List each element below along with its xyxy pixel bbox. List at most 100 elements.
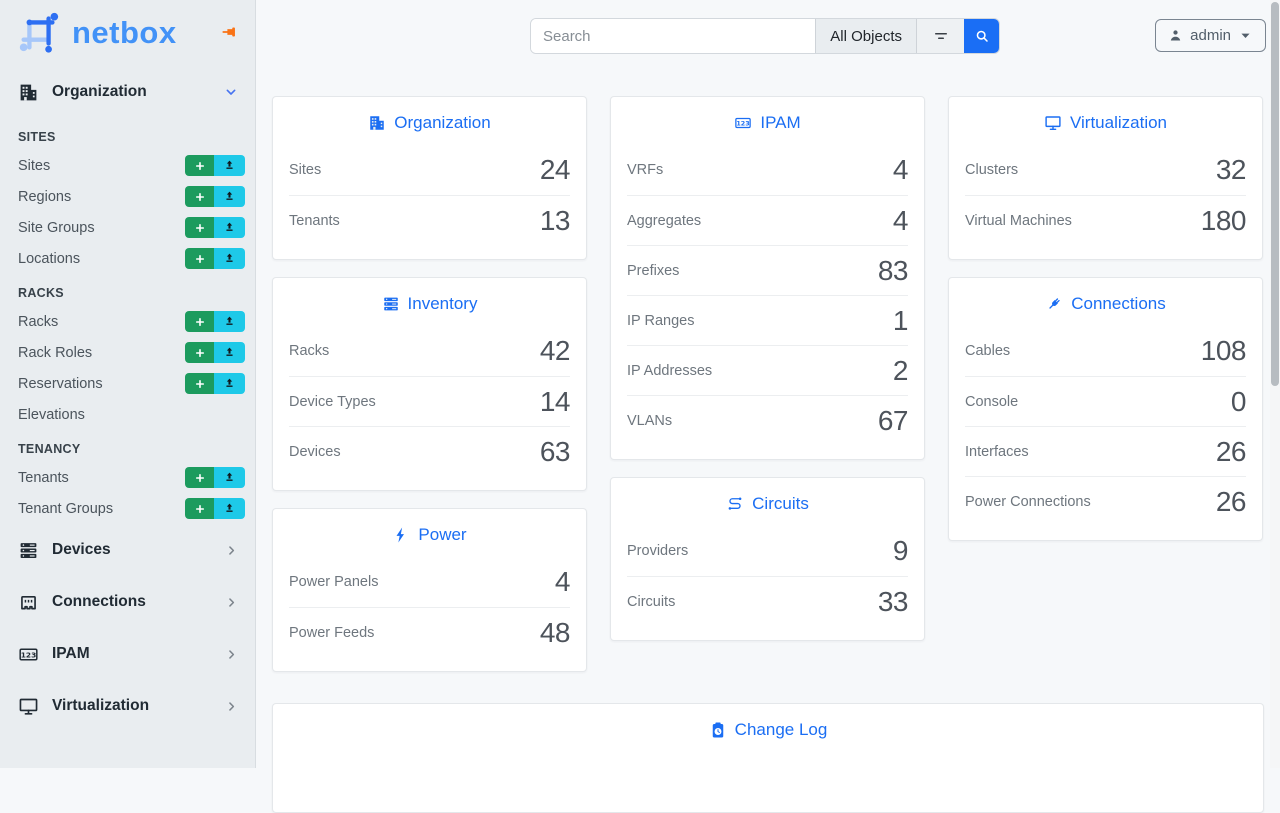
search-filter-button[interactable] — [916, 19, 964, 53]
stat-row-power-connections[interactable]: Power Connections 26 — [965, 476, 1247, 526]
stat-row-power-panels[interactable]: Power Panels 4 — [289, 557, 571, 607]
chevron-right-icon — [224, 543, 239, 558]
add-tenant-groups-button[interactable] — [185, 498, 214, 519]
sidebar-section-header-ipam[interactable]: 123 IPAM — [0, 628, 255, 680]
scrollbar-thumb[interactable] — [1271, 2, 1279, 386]
add-tenants-button[interactable] — [185, 467, 214, 488]
stat-label: IP Addresses — [627, 362, 713, 379]
sidebar-section-header-connections[interactable]: Connections — [0, 576, 255, 628]
brand-wordmark[interactable]: netbox — [72, 15, 177, 50]
plus-icon — [194, 503, 206, 515]
sidebar-item-elevations[interactable]: Elevations — [0, 399, 255, 430]
search-scope-button[interactable]: All Objects — [815, 19, 916, 53]
netbox-logo-icon[interactable] — [16, 9, 62, 55]
stat-row-device-types[interactable]: Device Types 14 — [289, 376, 571, 426]
stat-row-clusters[interactable]: Clusters 32 — [965, 145, 1247, 195]
upload-icon — [223, 377, 236, 390]
sidebar-item-tenants[interactable]: Tenants — [0, 462, 255, 493]
sidebar-item-sites[interactable]: Sites — [0, 150, 255, 181]
sidebar-item-racks[interactable]: Racks — [0, 306, 255, 337]
plus-icon — [194, 253, 206, 265]
person-icon — [1168, 28, 1183, 43]
stat-row-racks[interactable]: Racks 42 — [289, 326, 571, 376]
sidebar-item-locations[interactable]: Locations — [0, 243, 255, 274]
add-locations-button[interactable] — [185, 248, 214, 269]
stat-row-ip-addresses[interactable]: IP Addresses 2 — [627, 345, 909, 395]
quick-actions — [185, 248, 245, 269]
card-ipam: 123 IPAM VRFs 4 Aggregates 4 Prefixes 83 IP Rang… — [610, 96, 925, 460]
svg-text:123: 123 — [737, 119, 750, 127]
import-site-groups-button[interactable] — [214, 217, 245, 238]
stat-row-sites[interactable]: Sites 24 — [289, 145, 571, 195]
pin-sidebar-icon[interactable] — [221, 23, 239, 41]
stat-label: Device Types — [289, 393, 376, 410]
sidebar-item-rack-roles[interactable]: Rack Roles — [0, 337, 255, 368]
stat-label: Power Panels — [289, 574, 379, 590]
add-reservations-button[interactable] — [185, 373, 214, 394]
stat-value: 24 — [539, 154, 571, 185]
sidebar-item-label: Tenant Groups — [18, 500, 114, 517]
sidebar-section-label: Virtualization — [52, 697, 150, 714]
stat-row-prefixes[interactable]: Prefixes 83 — [627, 245, 909, 295]
sidebar-section-header-devices[interactable]: Devices — [0, 524, 255, 576]
stat-row-vlans[interactable]: VLANs 67 — [627, 395, 909, 445]
sidebar-item-site-groups[interactable]: Site Groups — [0, 212, 255, 243]
sidebar-section-connections: Connections — [0, 576, 255, 628]
stat-label: Prefixes — [627, 262, 680, 279]
import-tenants-button[interactable] — [214, 467, 245, 488]
import-locations-button[interactable] — [214, 248, 245, 269]
user-menu-button[interactable]: admin — [1155, 19, 1266, 52]
stat-row-ip-ranges[interactable]: IP Ranges 1 — [627, 295, 909, 345]
stat-label: Sites — [289, 162, 322, 178]
stat-label: VRFs — [627, 162, 664, 178]
sidebar-group-heading-tenancy: TENANCY — [18, 442, 81, 456]
add-regions-button[interactable] — [185, 186, 214, 207]
ethernet-icon — [18, 592, 39, 613]
import-regions-button[interactable] — [214, 186, 245, 207]
card-organization: Organization Sites 24 Tenants 13 — [272, 96, 587, 260]
sidebar-section-header-virtualization[interactable]: Virtualization — [0, 680, 255, 732]
search-input[interactable] — [531, 19, 816, 53]
plug-icon — [1045, 295, 1063, 313]
plus-icon — [194, 222, 206, 234]
import-tenant-groups-button[interactable] — [214, 498, 245, 519]
stat-row-interfaces[interactable]: Interfaces 26 — [965, 426, 1247, 476]
add-site-groups-button[interactable] — [185, 217, 214, 238]
sidebar-item-tenant-groups[interactable]: Tenant Groups — [0, 493, 255, 524]
sidebar-item-label: Regions — [18, 188, 72, 205]
card-title-text: Power — [418, 525, 467, 544]
stat-row-vrfs[interactable]: VRFs 4 — [627, 145, 909, 195]
server-stack-icon — [18, 540, 39, 561]
add-rack-roles-button[interactable] — [185, 342, 214, 363]
sidebar-item-regions[interactable]: Regions — [0, 181, 255, 212]
stat-row-console[interactable]: Console 0 — [965, 376, 1247, 426]
add-sites-button[interactable] — [185, 155, 214, 176]
upload-icon — [223, 315, 236, 328]
bolt-icon — [392, 526, 410, 544]
sidebar-item-reservations[interactable]: Reservations — [0, 368, 255, 399]
stat-value: 26 — [1215, 485, 1247, 517]
stat-row-virtual-machines[interactable]: Virtual Machines 180 — [965, 195, 1247, 245]
stat-row-power-feeds[interactable]: Power Feeds 48 — [289, 607, 571, 657]
counter-icon: 123 — [734, 114, 752, 132]
stat-value: 9 — [892, 535, 909, 566]
import-rack-roles-button[interactable] — [214, 342, 245, 363]
stat-row-cables[interactable]: Cables 108 — [965, 326, 1247, 376]
card-title: Power — [289, 521, 570, 549]
card-power: Power Power Panels 4 Power Feeds 48 — [272, 508, 587, 672]
import-sites-button[interactable] — [214, 155, 245, 176]
import-reservations-button[interactable] — [214, 373, 245, 394]
stat-label: IP Ranges — [627, 312, 695, 329]
card-title: Organization — [289, 109, 570, 137]
plus-icon — [194, 472, 206, 484]
sidebar-section-header-organization[interactable]: Organization — [0, 74, 255, 110]
import-racks-button[interactable] — [214, 311, 245, 332]
stat-row-devices[interactable]: Devices 63 — [289, 426, 571, 476]
card-title-text: Organization — [394, 113, 491, 132]
add-racks-button[interactable] — [185, 311, 214, 332]
stat-row-tenants[interactable]: Tenants 13 — [289, 195, 571, 245]
stat-row-circuits[interactable]: Circuits 33 — [627, 576, 909, 626]
stat-row-aggregates[interactable]: Aggregates 4 — [627, 195, 909, 245]
search-submit-button[interactable] — [964, 19, 999, 53]
stat-row-providers[interactable]: Providers 9 — [627, 526, 909, 576]
